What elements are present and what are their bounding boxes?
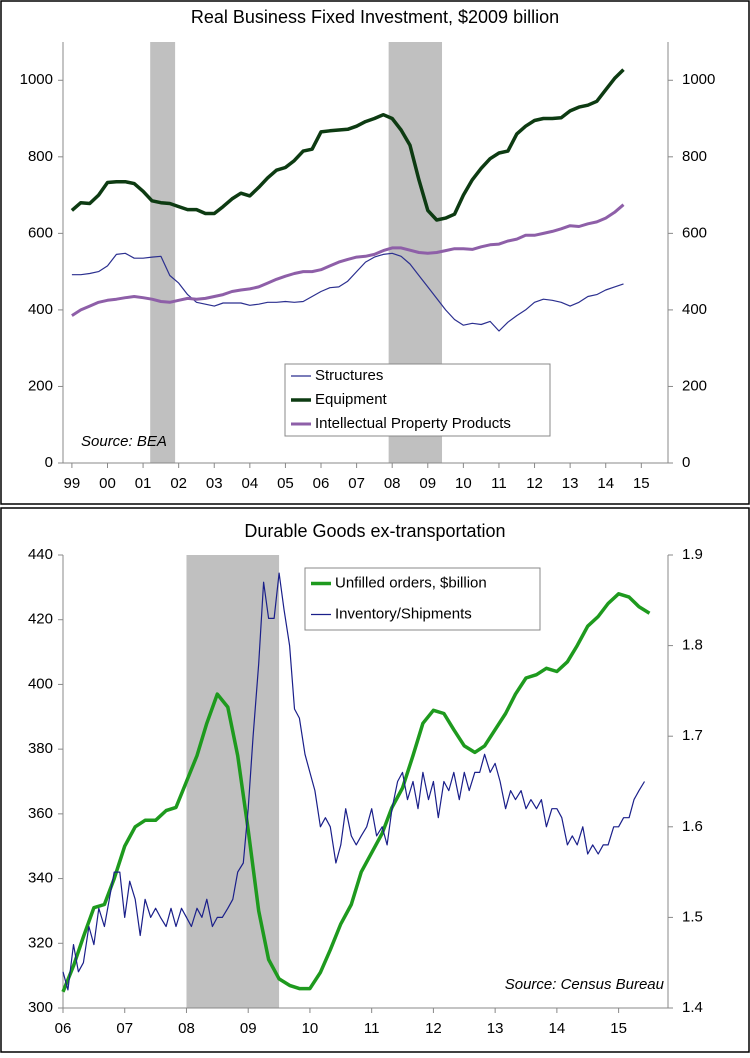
y-tick-label: 340 — [28, 870, 53, 887]
x-tick-label: 10 — [302, 1020, 319, 1037]
series-line — [61, 592, 651, 993]
y2-tick-label: 1.9 — [682, 546, 703, 563]
x-tick-label: 12 — [425, 1020, 442, 1037]
y2-tick-label: 1000 — [682, 71, 715, 88]
series-line — [62, 572, 646, 991]
y-tick-label: 420 — [28, 611, 53, 628]
y-tick-label: 360 — [28, 805, 53, 822]
chart-title: Real Business Fixed Investment, $2009 bi… — [191, 7, 559, 27]
legend-box — [304, 567, 541, 631]
x-tick-label: 06 — [313, 475, 330, 492]
x-tick-label: 14 — [549, 1020, 566, 1037]
x-tick-label: 08 — [178, 1020, 195, 1037]
y-tick-label: 1000 — [20, 71, 53, 88]
recession-band — [150, 42, 176, 463]
x-tick-label: 99 — [64, 475, 81, 492]
legend-label: Inventory/Shipments — [335, 605, 472, 622]
y-tick-label: 380 — [28, 740, 53, 757]
y-tick-label: 800 — [28, 148, 53, 165]
x-tick-label: 11 — [491, 475, 507, 492]
y-tick-label: 300 — [28, 999, 53, 1016]
x-tick-label: 04 — [241, 475, 258, 492]
x-tick-label: 03 — [206, 475, 223, 492]
x-tick-label: 08 — [384, 475, 401, 492]
y-tick-label: 400 — [28, 675, 53, 692]
x-tick-label: 00 — [99, 475, 116, 492]
y-tick-label: 440 — [28, 546, 53, 563]
x-tick-label: 05 — [277, 475, 294, 492]
x-tick-label: 09 — [419, 475, 436, 492]
x-tick-label: 02 — [170, 475, 187, 492]
y2-tick-label: 1.7 — [682, 727, 703, 744]
x-tick-label: 13 — [487, 1020, 504, 1037]
y2-tick-label: 1.8 — [682, 637, 703, 654]
y2-tick-label: 1.4 — [682, 999, 703, 1016]
x-tick-label: 11 — [364, 1020, 380, 1037]
x-tick-label: 01 — [135, 475, 152, 492]
y-tick-label: 0 — [45, 454, 53, 471]
x-tick-label: 07 — [348, 475, 365, 492]
x-tick-label: 09 — [240, 1020, 257, 1037]
source-note: Source: Census Bureau — [505, 976, 665, 993]
source-note: Source: BEA — [81, 433, 167, 450]
series-line — [71, 252, 624, 332]
series-line — [71, 203, 625, 317]
y-tick-label: 600 — [28, 224, 53, 241]
y-tick-label: 320 — [28, 934, 53, 951]
y2-tick-label: 200 — [682, 377, 707, 394]
y2-tick-label: 1.6 — [682, 818, 703, 835]
x-tick-label: 15 — [610, 1020, 627, 1037]
x-tick-label: 12 — [526, 475, 543, 492]
legend-box — [284, 363, 551, 437]
series-line — [70, 68, 625, 222]
y2-tick-label: 800 — [682, 148, 707, 165]
legend-label: Structures — [315, 367, 383, 384]
x-tick-label: 10 — [455, 475, 472, 492]
x-tick-label: 06 — [55, 1020, 72, 1037]
y-tick-label: 200 — [28, 377, 53, 394]
legend-label: Equipment — [315, 391, 388, 408]
y2-tick-label: 400 — [682, 301, 707, 318]
x-tick-label: 13 — [562, 475, 579, 492]
y-tick-label: 400 — [28, 301, 53, 318]
legend-label: Unfilled orders, $billion — [335, 574, 487, 591]
y2-tick-label: 1.5 — [682, 908, 703, 925]
x-tick-label: 15 — [633, 475, 650, 492]
chart-title: Durable Goods ex-transportation — [244, 521, 505, 541]
legend-label: Intellectual Property Products — [315, 415, 511, 432]
y2-tick-label: 600 — [682, 224, 707, 241]
x-tick-label: 14 — [597, 475, 614, 492]
y2-tick-label: 0 — [682, 454, 690, 471]
x-tick-label: 07 — [116, 1020, 133, 1037]
